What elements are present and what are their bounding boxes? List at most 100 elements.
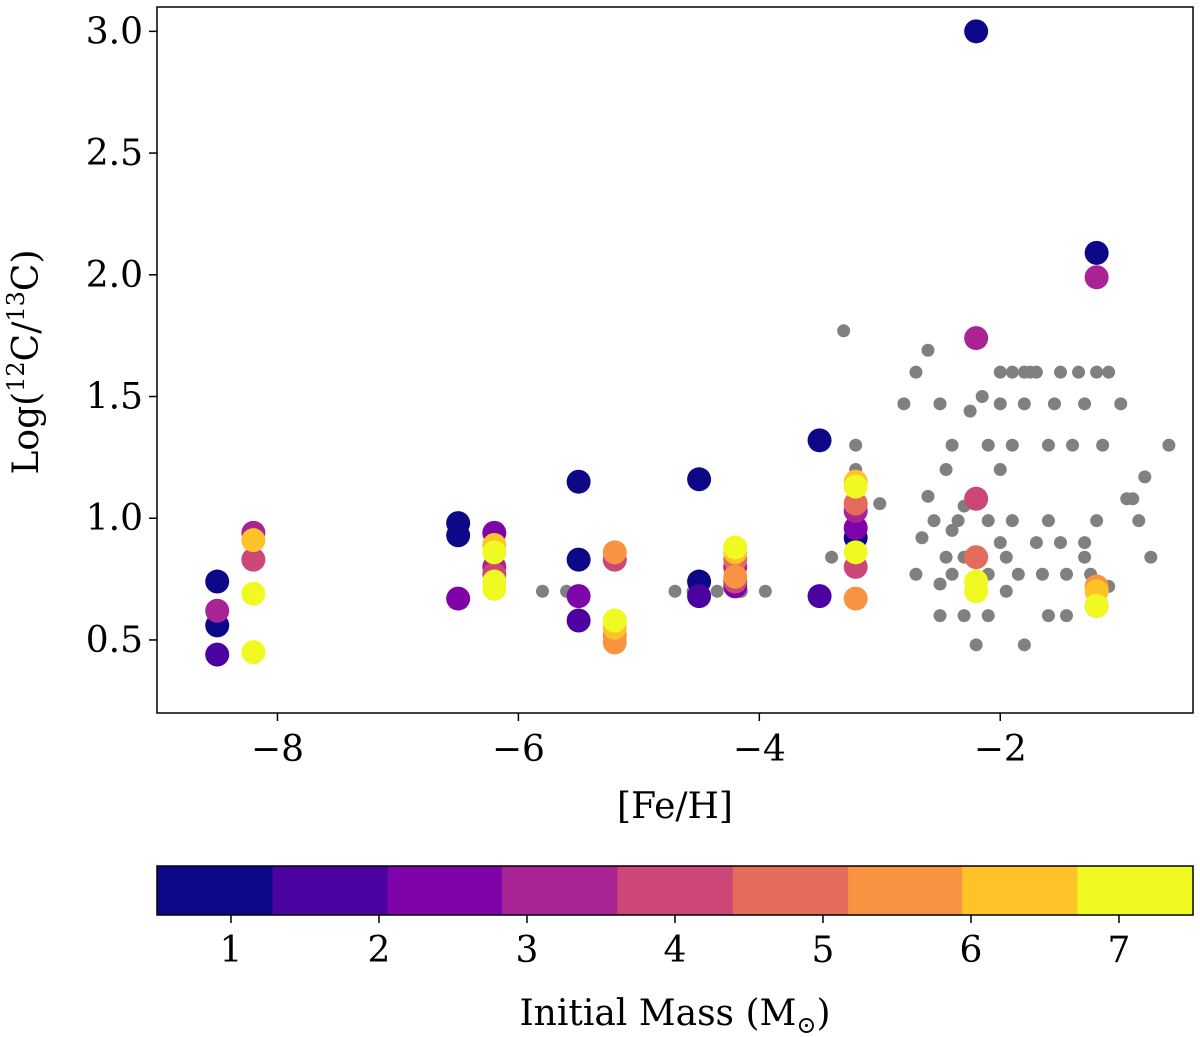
x-tick-label: −6	[492, 729, 545, 770]
model-point-0-6	[687, 467, 712, 492]
observed-point-4	[873, 497, 887, 511]
observed-point-74	[1060, 609, 1074, 623]
colorbar-label: Initial Mass (M⊙)	[519, 993, 830, 1037]
x-tick-label: −4	[733, 729, 786, 770]
model-points	[205, 19, 1109, 667]
colorbar: 1 2 3 4 5 6 7 Initial Mass (M⊙)	[156, 865, 1194, 1037]
observed-point-53	[1114, 397, 1128, 411]
observed-point-80	[710, 584, 724, 598]
model-point-4-5	[964, 486, 989, 511]
colorbar-segments	[157, 866, 1194, 915]
observed-point-67	[933, 397, 947, 411]
observed-point-43	[1060, 567, 1074, 581]
observed-point-28	[993, 365, 1007, 379]
observed-point-73	[927, 514, 941, 528]
observed-point-12	[933, 577, 947, 591]
observed-point-62	[1017, 397, 1031, 411]
observed-point-75	[981, 609, 995, 623]
colorbar-segment-2	[272, 866, 389, 915]
observed-point-10	[915, 531, 929, 545]
model-point-3-5	[964, 326, 989, 351]
colorbar-segment-5	[617, 866, 734, 915]
model-point-8-4	[482, 576, 507, 601]
observed-point-24	[975, 390, 989, 404]
model-point-0-4	[566, 469, 591, 494]
observed-point-69	[993, 463, 1007, 477]
colorbar-segment-3	[387, 866, 503, 915]
model-point-6-3	[723, 564, 748, 589]
model-point-0-5	[566, 547, 591, 572]
plot-frame	[156, 6, 1194, 714]
model-point-5-2	[964, 545, 989, 570]
observed-point-6	[909, 365, 923, 379]
colorbar-tick-label: 7	[1108, 930, 1131, 971]
observed-point-59	[1162, 438, 1176, 452]
observed-point-76	[535, 584, 549, 598]
observed-point-57	[1132, 514, 1146, 528]
observed-point-2	[849, 438, 863, 452]
y-tick-label: 3.0	[86, 11, 143, 52]
model-point-0-0	[205, 569, 230, 594]
model-point-2-0	[446, 586, 471, 611]
model-point-0-3	[446, 523, 471, 548]
model-point-8-1	[241, 640, 266, 665]
observed-point-14	[945, 438, 959, 452]
observed-point-30	[999, 584, 1013, 598]
colorbar-segment-8	[962, 866, 1079, 915]
model-point-0-11	[1084, 240, 1109, 265]
observed-point-32	[1005, 514, 1019, 528]
observed-point-33	[1011, 567, 1025, 581]
model-point-1-0	[205, 642, 230, 667]
model-point-0-8	[807, 428, 832, 453]
colorbar-label-sub: ⊙	[796, 1011, 816, 1037]
y-tick-label: 2.0	[86, 255, 143, 296]
model-point-4-0	[241, 547, 266, 572]
model-point-8-0	[241, 581, 266, 606]
colorbar-ticks: 1 2 3 4 5 6 7	[220, 915, 1131, 971]
model-point-3-6	[1084, 265, 1109, 290]
observed-point-15	[951, 514, 965, 528]
observed-point-13	[939, 463, 953, 477]
observed-point-78	[668, 584, 682, 598]
observed-point-60	[993, 397, 1007, 411]
observed-point-23	[969, 638, 983, 652]
observed-point-40	[1047, 397, 1061, 411]
observed-point-63	[945, 567, 959, 581]
colorbar-tick-label: 2	[368, 930, 391, 971]
model-point-8-10	[964, 579, 989, 604]
model-point-8-5	[602, 608, 627, 633]
observed-point-61	[1005, 438, 1019, 452]
model-point-1-1	[566, 608, 591, 633]
colorbar-segment-4	[501, 866, 618, 915]
observed-point-46	[1078, 397, 1092, 411]
model-point-6-4	[843, 586, 868, 611]
y-axis-label: Log(12C/13C)	[2, 249, 47, 474]
y-tick-label: 1.0	[86, 498, 143, 539]
model-point-2-2	[566, 584, 591, 609]
colorbar-tick-label: 1	[220, 930, 243, 971]
x-tick-label: −8	[251, 729, 304, 770]
observed-point-68	[1090, 514, 1104, 528]
colorbar-tick-label: 4	[664, 930, 687, 971]
observed-point-56	[1138, 470, 1152, 484]
observed-point-41	[1053, 365, 1067, 379]
colorbar-segment-1	[157, 866, 273, 915]
observed-point-7	[921, 343, 935, 357]
observed-point-0	[837, 324, 851, 338]
observed-point-25	[981, 438, 995, 452]
observed-point-19	[957, 609, 971, 623]
model-point-1-2	[687, 584, 712, 609]
observed-point-51	[1102, 365, 1116, 379]
observed-point-64	[1041, 514, 1055, 528]
observed-point-49	[1090, 365, 1104, 379]
colorbar-segment-7	[848, 866, 963, 915]
observed-point-44	[1066, 438, 1080, 452]
model-point-8-8	[843, 540, 868, 565]
observed-point-1	[825, 550, 839, 564]
y-axis: 0.5 1.0 1.5 2.0 2.5 3.0	[86, 11, 157, 661]
y-label-sup2: 13	[2, 291, 30, 322]
model-point-2-4	[843, 515, 868, 540]
observed-point-11	[933, 609, 947, 623]
observed-point-42	[1053, 536, 1067, 550]
